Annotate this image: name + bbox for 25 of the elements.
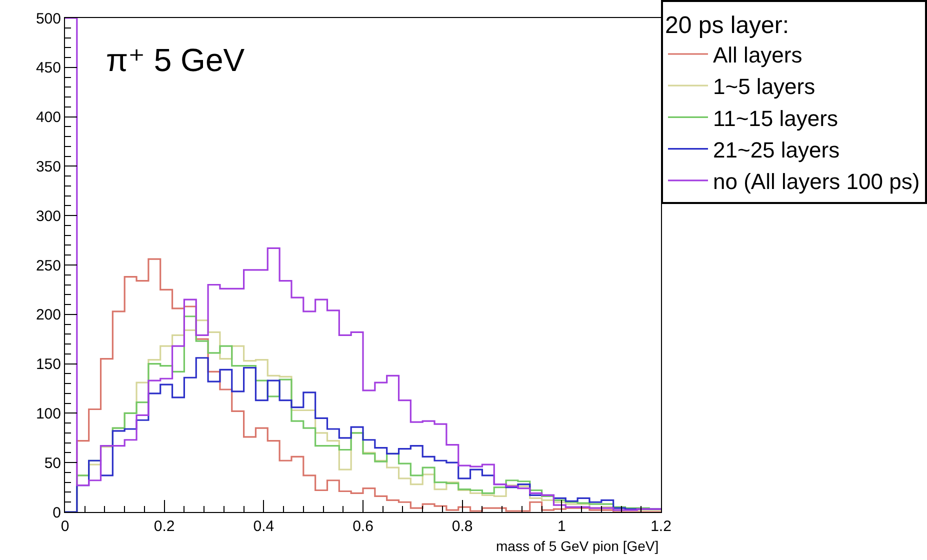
legend-label: 21~25 layers	[713, 137, 840, 162]
y-tick-label: 450	[36, 60, 61, 77]
legend-label: All layers	[713, 42, 802, 68]
x-tick-label: 0.2	[154, 518, 175, 535]
x-tick-label: 0.8	[452, 518, 473, 535]
legend-label: 1~5 layers	[713, 74, 816, 100]
annotation: π⁺ 5 GeV	[106, 42, 246, 78]
legend-label: 11~15 layers	[713, 106, 838, 131]
y-tick-label: 200	[36, 306, 61, 324]
y-tick-label: 150	[36, 356, 61, 374]
x-tick-label: 0.4	[253, 518, 274, 535]
y-tick-label: 400	[36, 109, 61, 126]
y-tick-label: 50	[44, 454, 61, 472]
y-tick-label: 250	[36, 257, 61, 274]
y-tick-label: 500	[36, 10, 61, 28]
y-tick-label: 100	[36, 405, 61, 422]
x-axis-title: mass of 5 GeV pion [GeV]	[496, 538, 659, 554]
y-tick-label: 350	[36, 158, 61, 176]
legend-label: no (All layers 100 ps)	[713, 168, 920, 194]
x-tick-label: 0.6	[352, 518, 374, 535]
legend-title: 20 ps layer:	[665, 12, 790, 40]
y-tick-label: 0	[52, 504, 61, 522]
x-tick-label: 1	[558, 518, 566, 535]
y-tick-label: 300	[36, 208, 61, 225]
x-tick-label: 1.2	[650, 518, 672, 535]
